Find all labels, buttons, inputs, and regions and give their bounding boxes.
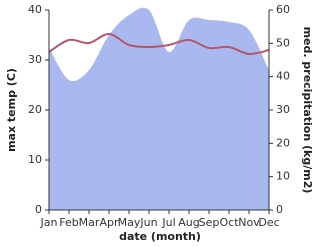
y-tick-label: 10 bbox=[28, 153, 42, 166]
x-tick-label: May bbox=[118, 216, 141, 229]
x-tick-label: Sep bbox=[199, 216, 220, 229]
y-tick-label: 30 bbox=[28, 53, 42, 66]
x-tick-label: Jun bbox=[139, 216, 157, 229]
y2-tick-label: 20 bbox=[276, 136, 290, 149]
y2-tick-label: 40 bbox=[276, 70, 290, 83]
area bbox=[49, 7, 269, 211]
y-tick-label: 40 bbox=[28, 3, 42, 16]
x-tick-label: Jul bbox=[161, 216, 175, 229]
y2-axis-title: med. precipitation (kg/m2) bbox=[301, 27, 314, 194]
x-tick-label: Jan bbox=[40, 216, 58, 229]
y2-tick-label: 0 bbox=[276, 203, 283, 216]
y-tick-label: 0 bbox=[35, 203, 42, 216]
x-tick-label: Dec bbox=[258, 216, 279, 229]
x-tick-label: Nov bbox=[238, 216, 260, 229]
x-tick-label: Oct bbox=[219, 216, 239, 229]
y2-tick-label: 10 bbox=[276, 170, 290, 183]
y-axis-title: max temp (C) bbox=[5, 68, 18, 152]
y2-tick-label: 60 bbox=[276, 3, 290, 16]
x-tick-label: Apr bbox=[99, 216, 119, 229]
x-tick-label: Feb bbox=[59, 216, 78, 229]
line bbox=[48, 33, 270, 56]
y2-tick-label: 30 bbox=[276, 103, 290, 116]
x-axis-title: date (month) bbox=[119, 230, 201, 243]
x-tick-label: Aug bbox=[178, 216, 199, 229]
x-tick-label: Mar bbox=[79, 216, 100, 229]
y-tick-label: 20 bbox=[28, 103, 42, 116]
y2-tick-label: 50 bbox=[276, 36, 290, 49]
